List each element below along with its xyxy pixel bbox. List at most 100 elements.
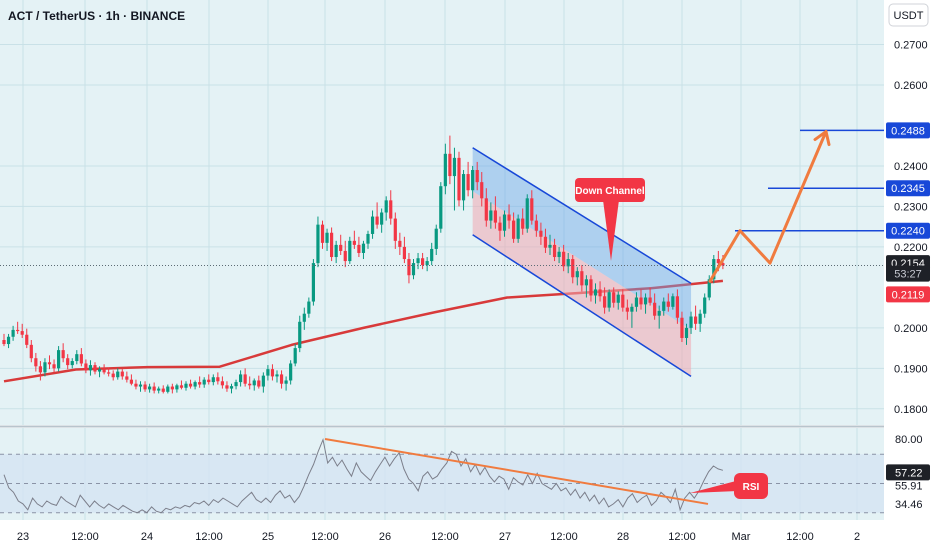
candle-body	[384, 200, 388, 213]
candle-body	[25, 334, 29, 345]
candle-body	[707, 279, 711, 298]
candle-body	[562, 251, 566, 267]
candle-body	[234, 382, 238, 387]
price-tick-label: 0.2200	[894, 242, 928, 254]
candle-body	[498, 222, 502, 231]
candle-body	[143, 384, 147, 390]
candle-body	[694, 316, 698, 324]
candle-body	[443, 153, 447, 187]
candle-body	[198, 382, 202, 385]
price-tick-label: 0.2000	[894, 323, 928, 335]
candle-body	[202, 379, 206, 385]
candle-body	[57, 350, 61, 369]
candle-body	[120, 371, 124, 377]
candle-body	[339, 244, 343, 251]
rsi-callout	[734, 473, 768, 499]
candle-body	[575, 271, 579, 278]
price-tick-label: 0.1800	[894, 404, 928, 416]
annotations: Down Channel RSI	[575, 178, 768, 499]
candle-body	[612, 292, 616, 303]
candle-body	[584, 279, 588, 286]
candle-body	[107, 372, 111, 374]
candle-body	[634, 297, 639, 307]
candle-body	[2, 340, 6, 345]
price-tick-label: 0.2400	[894, 161, 928, 173]
candle-body	[343, 250, 347, 262]
candle-body	[643, 297, 648, 305]
candle-body	[525, 198, 529, 229]
candle-body	[521, 218, 525, 229]
candle-body	[188, 383, 193, 387]
candle-body	[330, 232, 334, 258]
candle-body	[311, 263, 315, 302]
candle-body	[252, 380, 256, 386]
candle-body	[484, 198, 488, 221]
candle-body	[38, 366, 42, 373]
candle-body	[207, 379, 211, 383]
candle-body	[452, 157, 457, 177]
time-tick-label: 12:00	[431, 531, 459, 543]
candle-body	[653, 302, 657, 316]
time-tick-label: 27	[499, 531, 511, 543]
candle-body	[129, 379, 133, 384]
projection-arrowhead	[813, 130, 831, 147]
candle-body	[157, 388, 161, 391]
price-badge	[886, 180, 930, 197]
candle-body	[370, 216, 375, 234]
candle-body	[161, 388, 165, 392]
candle-body	[307, 301, 311, 314]
candle-body	[193, 382, 197, 387]
candle-body	[530, 198, 534, 221]
price-tick-label: 0.1900	[894, 363, 928, 375]
candle-body	[216, 377, 220, 382]
candle-body	[361, 243, 366, 253]
candle-body	[398, 240, 402, 247]
candle-body	[675, 296, 679, 318]
candle-body	[152, 386, 156, 391]
candle-body	[603, 296, 607, 308]
candle-body	[170, 386, 174, 390]
candle-body	[52, 364, 56, 369]
candle-body	[639, 297, 643, 305]
time-tick-label: 23	[17, 531, 29, 543]
candle-body	[389, 200, 393, 219]
candle-body	[111, 373, 115, 378]
candle-body	[11, 329, 15, 337]
candle-body	[102, 369, 106, 373]
rsi-trendline	[324, 437, 709, 505]
candle-body	[662, 301, 666, 311]
time-tick-label: 12:00	[786, 531, 814, 543]
candle-body	[380, 212, 384, 225]
candle-body	[393, 218, 397, 241]
rsi-line	[3, 437, 724, 514]
candle-body	[75, 354, 79, 362]
price-badge-label: 0.2240	[891, 226, 925, 238]
candle-body	[275, 374, 279, 377]
candle-body	[184, 383, 188, 388]
currency-label: USDT	[894, 10, 924, 22]
chart-background	[0, 0, 932, 520]
candle-body	[375, 216, 379, 225]
rsi-value-badge	[886, 464, 930, 481]
price-tick-label: 0.2700	[894, 40, 928, 52]
time-tick-label: 12:00	[550, 531, 578, 543]
candle-body	[680, 317, 684, 338]
candle-body	[448, 153, 452, 177]
price-badge	[886, 265, 930, 282]
candle-body	[648, 297, 652, 303]
time-tick-label: Mar	[732, 531, 751, 543]
rsi-callout-label: RSI	[743, 482, 760, 493]
candle-body	[703, 297, 707, 314]
candle-body	[225, 385, 229, 389]
candle-body	[6, 336, 11, 345]
candle-body	[552, 244, 557, 258]
candle-body	[625, 307, 629, 312]
time-tick-label: 26	[379, 531, 391, 543]
candle-body	[348, 240, 352, 262]
candle-body	[97, 369, 102, 372]
down-channel-callout	[575, 178, 645, 202]
channel-upper-line	[472, 147, 692, 284]
chart-title: ACT / TetherUS · 1h · BINANCE	[8, 9, 186, 23]
candle-body	[471, 170, 475, 191]
